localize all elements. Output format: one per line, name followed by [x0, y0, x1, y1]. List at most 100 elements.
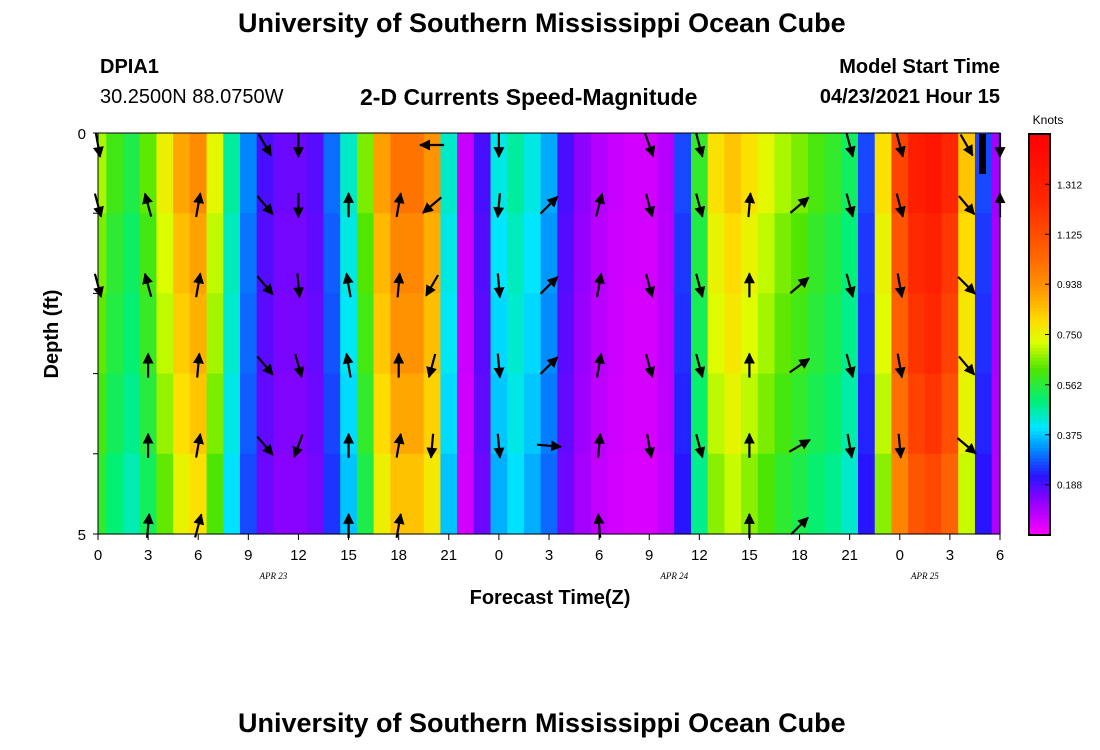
colorbar-cell [1029, 357, 1050, 362]
heat-cell [98, 373, 107, 455]
heat-cell [724, 133, 742, 214]
heat-cell [223, 293, 241, 375]
colorbar-cell [1029, 514, 1050, 519]
y-tick-label: 5 [78, 527, 86, 544]
x-tick-label: 0 [94, 547, 102, 564]
current-vector [293, 353, 305, 379]
heat-cell [440, 373, 458, 455]
heat-cell [908, 453, 926, 535]
colorbar-cell [1029, 180, 1050, 185]
heat-cell [423, 213, 442, 294]
heat-cell [707, 453, 725, 535]
colorbar-cell [1029, 160, 1050, 165]
heat-cell [290, 293, 308, 375]
heat-cell [206, 133, 224, 214]
colorbar-tick-label: 0.562 [1057, 381, 1082, 392]
colorbar-cell [1029, 264, 1050, 269]
heat-cell [139, 213, 158, 294]
heat-cell [774, 213, 792, 294]
heat-cell [557, 293, 575, 375]
heat-cell [874, 453, 893, 535]
x-tick-label: 12 [290, 547, 307, 564]
colorbar-cell [1029, 418, 1050, 422]
colorbar-tick-label: 0.750 [1057, 331, 1082, 342]
colorbar-unit: Knots [1033, 113, 1064, 127]
x-tick-label: 6 [595, 547, 603, 564]
heat-cell [173, 213, 191, 294]
colorbar-cell [1029, 494, 1050, 499]
heat-cell [941, 213, 959, 294]
heat-cell [908, 373, 926, 455]
x-tick-label: 15 [741, 547, 758, 564]
heat-cell [607, 213, 625, 294]
heat-cell [574, 293, 592, 375]
colorbar-cell [1029, 504, 1050, 509]
heat-cell [557, 373, 575, 455]
heat-cell [273, 453, 291, 535]
current-vector [426, 433, 438, 459]
heat-cell [574, 373, 592, 455]
heat-cell [123, 293, 141, 375]
heat-cell [841, 453, 859, 535]
heat-cell [273, 133, 291, 214]
heat-cell [774, 373, 792, 455]
heat-cell [974, 213, 993, 294]
heat-cell [223, 133, 241, 214]
heat-cell [657, 213, 675, 294]
current-vector [193, 272, 204, 298]
heat-cell [156, 293, 174, 375]
date-label: APR 24 [659, 571, 688, 581]
heat-cell [757, 293, 776, 375]
heat-cell [490, 213, 508, 294]
x-tick-label: 18 [390, 547, 407, 564]
current-vector [790, 516, 809, 536]
heat-cell [123, 213, 141, 294]
colorbar-cell [1029, 214, 1050, 219]
heat-cell [457, 213, 475, 294]
station-id: DPIA1 [100, 56, 159, 78]
heat-cell [974, 373, 993, 455]
heat-cell [239, 453, 258, 535]
heat-cell [440, 133, 458, 214]
colorbar-cell [1029, 220, 1050, 225]
heat-cell [523, 453, 542, 535]
current-vector [393, 272, 405, 298]
heat-cell [858, 453, 876, 535]
colorbar-cell [1029, 271, 1050, 275]
heat-cell [457, 373, 475, 455]
heat-cell [98, 453, 107, 535]
heat-cell [173, 373, 191, 455]
colorbar-cell [1029, 240, 1050, 245]
x-tick-label: 21 [841, 547, 858, 564]
date-label: APR 23 [259, 571, 288, 581]
colorbar-cell [1029, 448, 1050, 453]
heat-cell [256, 453, 274, 535]
current-vector [979, 134, 986, 174]
heat-cell [607, 453, 625, 535]
current-vector [959, 134, 974, 157]
heat-cell [423, 373, 442, 455]
heat-cell [991, 373, 1001, 455]
chart-title: 2-D Currents Speed-Magnitude [360, 84, 698, 110]
heat-cell [373, 453, 391, 535]
current-vector [594, 192, 605, 217]
colorbar-cell [1029, 354, 1050, 359]
heat-cell [824, 133, 842, 214]
heat-cell [106, 213, 124, 294]
heat-cell [373, 133, 391, 214]
colorbar-cell [1029, 154, 1050, 158]
heat-cell [306, 133, 325, 214]
current-vector [292, 434, 304, 459]
heat-cell [724, 453, 742, 535]
colorbar-tick-label: 0.938 [1057, 280, 1082, 291]
heat-cell [824, 453, 842, 535]
colorbar-cell [1029, 150, 1050, 155]
heat-cell [924, 293, 943, 375]
colorbar-cell [1029, 474, 1050, 479]
colorbar-cell [1029, 324, 1050, 329]
heat-cell [991, 133, 1001, 214]
heat-cell [457, 133, 475, 214]
colorbar-cell [1029, 307, 1050, 312]
heat-cell [807, 373, 826, 455]
